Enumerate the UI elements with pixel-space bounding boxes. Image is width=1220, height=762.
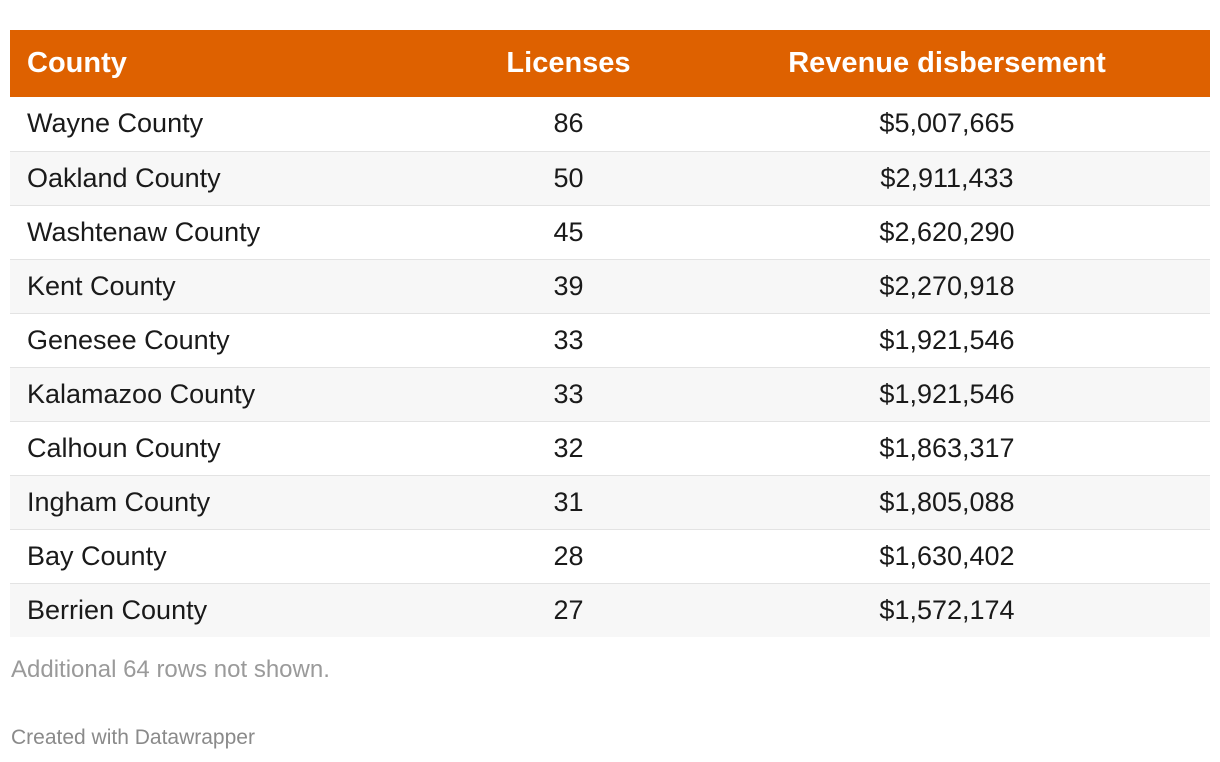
licenses-cell: 28 xyxy=(553,540,584,571)
table-row: Washtenaw County 45 $2,620,290 xyxy=(10,205,1210,259)
licenses-cell: 50 xyxy=(553,162,584,193)
county-cell: Ingham County xyxy=(27,486,211,517)
county-cell: Oakland County xyxy=(27,162,221,193)
licenses-cell: 33 xyxy=(553,378,584,409)
licenses-cell: 33 xyxy=(553,324,584,355)
table-row: Genesee County 33 $1,921,546 xyxy=(10,313,1210,367)
revenue-cell: $2,270,918 xyxy=(879,270,1015,301)
revenue-cell: $1,630,402 xyxy=(879,540,1015,571)
table-row: Kalamazoo County 33 $1,921,546 xyxy=(10,367,1210,421)
header-row: County Licenses Revenue disbersement xyxy=(10,30,1210,97)
table-row: Bay County 28 $1,630,402 xyxy=(10,529,1210,583)
table-row: Ingham County 31 $1,805,088 xyxy=(10,475,1210,529)
table-row: Berrien County 27 $1,572,174 xyxy=(10,583,1210,637)
column-header-licenses[interactable]: Licenses xyxy=(506,47,631,79)
revenue-cell: $1,572,174 xyxy=(879,594,1015,625)
revenue-cell: $1,921,546 xyxy=(879,324,1015,355)
revenue-cell: $1,805,088 xyxy=(879,486,1015,517)
county-cell: Wayne County xyxy=(27,108,204,139)
licenses-cell: 39 xyxy=(553,270,584,301)
county-cell: Calhoun County xyxy=(27,432,221,463)
licenses-cell: 45 xyxy=(553,216,584,247)
licenses-cell: 86 xyxy=(553,108,584,139)
revenue-cell: $2,620,290 xyxy=(879,216,1015,247)
licenses-cell: 32 xyxy=(553,432,584,463)
county-cell: Kalamazoo County xyxy=(27,378,256,409)
county-cell: Berrien County xyxy=(27,594,208,625)
table-row: Calhoun County 32 $1,863,317 xyxy=(10,421,1210,475)
table-notes: Additional 64 rows not shown. xyxy=(11,656,330,683)
revenue-cell: $5,007,665 xyxy=(879,108,1015,139)
table-row: Kent County 39 $2,270,918 xyxy=(10,259,1210,313)
county-cell: Washtenaw County xyxy=(27,216,261,247)
county-cell: Bay County xyxy=(27,540,167,571)
revenue-cell: $2,911,433 xyxy=(880,162,1014,193)
table-body: Wayne County 86 $5,007,665 Oakland County 50… xyxy=(10,97,1210,637)
table-row: Oakland County 50 $2,911,433 xyxy=(10,151,1210,205)
column-header-revenue[interactable]: Revenue disbersement xyxy=(788,47,1106,79)
table-row: Wayne County 86 $5,007,665 xyxy=(10,97,1210,151)
revenue-cell: $1,921,546 xyxy=(879,378,1015,409)
county-cell: Genesee County xyxy=(27,324,230,355)
county-cell: Kent County xyxy=(27,270,176,301)
column-header-county[interactable]: County xyxy=(27,47,127,79)
revenue-cell: $1,863,317 xyxy=(879,432,1015,463)
data-table: County Licenses Revenue disbersement Way… xyxy=(10,30,1210,637)
licenses-cell: 31 xyxy=(553,486,584,517)
table-header: County Licenses Revenue disbersement xyxy=(10,30,1210,97)
credit-line: Created with Datawrapper xyxy=(11,726,255,749)
data-table-container: County Licenses Revenue disbersement Way… xyxy=(10,30,1210,637)
licenses-cell: 27 xyxy=(553,594,584,625)
